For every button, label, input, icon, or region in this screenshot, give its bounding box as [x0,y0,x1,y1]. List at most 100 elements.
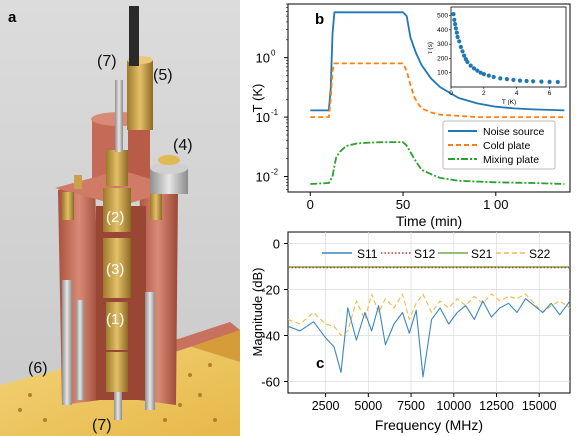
plot-b-legend: Noise source Cold plate Mixing plate [442,120,556,170]
inset-ytick-label: 300 [437,41,448,48]
plot-c-ytick-label: -60 [261,375,280,390]
plot-c-ylabel: Magnitude (dB) [250,268,265,357]
inset-data-point [486,73,491,78]
inset-data-point [453,22,458,27]
attenuator-2 [103,188,131,232]
plot-c-xtick-label: 2500 [312,399,340,413]
inset-ytick-label: 500 [437,13,448,20]
panel-label-b: b [315,11,324,28]
brass-bracket-right [150,192,162,220]
inset-scatter-points [451,12,560,85]
plot-b-inset: 0 2 4 6 100 200 300 400 500 T (K) τ (s) [427,6,567,106]
plot-b-ytick-label: 10 [256,110,270,125]
brass-bracket-left [62,192,74,220]
legend-s11-label: S11 [357,247,378,261]
inset-xtick-label: 0 [449,90,453,97]
inset-data-point [511,77,516,82]
inset-ylabel: τ (s) [427,42,434,54]
inset-data-point [457,39,462,44]
plot-c-xtick-label: 5000 [354,399,382,413]
sma-connector-top [106,150,128,186]
plot-c-frame [287,231,571,394]
callout-2: (2) [106,209,124,226]
plot-b-xtick-label: 1 00 [483,197,508,212]
brass-screw-left [74,175,82,189]
copper-housing-top-right [128,114,150,188]
inset-data-point [451,12,456,17]
callout-6: (6) [28,360,48,377]
callout-5: (5) [153,67,173,84]
brass-rod-top [127,60,153,130]
attenuator-stack [103,150,131,392]
attenuator-3 [103,238,131,298]
plot-b-xtick-label: 50 [396,197,410,212]
inset-data-point [531,79,536,84]
series-noise-source-line [310,11,565,112]
plot-c-ytick-label: -20 [261,283,280,298]
steel-post-left [62,280,72,405]
inset-data-point [524,78,529,84]
legend-noise-source-label: Noise source [483,126,544,138]
inset-ytick-label: 100 [437,70,448,77]
plot-c-ytick-label: -40 [261,329,280,344]
plot-c-legend: S11 S12 S21 S22 [322,247,551,261]
inset-data-point [517,78,523,83]
callout-7-bottom: (7) [92,417,112,434]
plot-b-ytick-exponent: -1 [271,108,279,117]
legend-cold-plate-label: Cold plate [483,140,530,152]
panel-a-cryostat-rendering: a (7) (5) (4) (2) (3) (1) (6) (7) [0,0,240,436]
plot-c-xtick-label: 7500 [397,399,425,413]
inset-data-point [498,76,503,81]
plot-b-series [310,11,565,185]
callout-7-top: (7) [97,53,117,70]
plot-b-xtick-label: 0 [307,197,314,212]
series-s11-line [287,298,571,378]
series-cold-plate-line [310,62,565,118]
steel-rod-bottom [114,392,122,420]
plot-b-xlabel: Time (min) [396,213,462,229]
plot-c-ytick-label: 0 [273,237,280,252]
panel-label-c: c [316,355,324,372]
plot-b-frame [287,3,571,193]
inset-xtick-label: 4 [515,90,519,97]
base-plate-holes [18,363,217,422]
inset-data-point [471,66,477,71]
inset-data-point [478,70,483,75]
steel-post-left-inner [76,300,84,400]
inset-data-point [491,74,496,80]
heater-screw [158,155,180,165]
plot-b-legend-box [442,120,556,170]
inset-data-point [452,17,457,22]
plot-b-ytick-label: 10 [256,51,270,66]
inset-data-point [504,77,509,82]
plot-b-ytick-label: 10 [256,170,270,185]
inset-data-point [458,44,463,50]
inset-data-point [453,26,458,31]
plot-c-xlabel: Frequency (MHz) [375,417,483,433]
inset-xtick-label: 2 [482,90,486,97]
plot-b-ytick-exponent: -2 [271,168,279,177]
heater-cap [150,162,188,174]
legend-mixing-plate-label: Mixing plate [483,154,539,166]
plot-c-xtick-label: 10000 [436,399,471,413]
inset-ytick-label: 400 [437,27,448,34]
sma-connector-bottom [106,352,128,392]
inset-axis-ticks: 0 2 4 6 100 200 300 400 500 [437,13,552,97]
plot-b-ytick-exponent: 0 [271,49,276,58]
inset-ytick-label: 200 [437,55,448,62]
inset-data-point [465,59,470,65]
black-cable [129,6,139,66]
inset-data-point [455,34,460,40]
plot-c-axis-ticks: 2500 5000 7500 10000 12500 15000 0 -20 -40 -60 [261,237,556,414]
plot-b-ylabel: T (K) [250,84,265,113]
legend-s22-label: S22 [529,247,551,261]
attenuator-1 [106,302,128,350]
inset-data-point [460,49,465,54]
legend-s12-label: S12 [414,247,436,261]
callout-1: (1) [106,311,124,328]
